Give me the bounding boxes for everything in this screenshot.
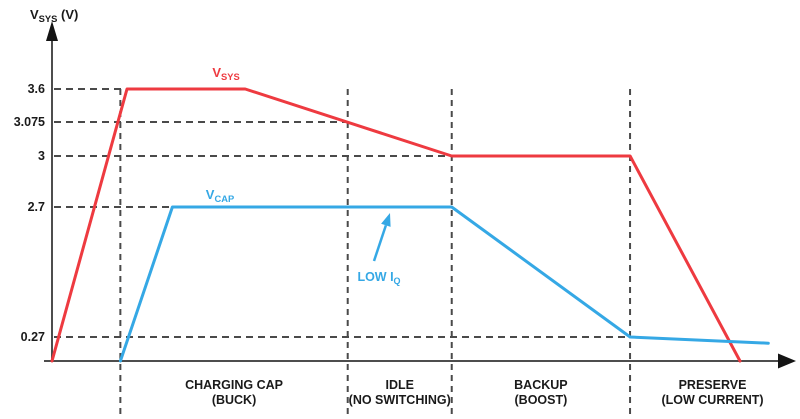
y-tick-label: 0.27	[21, 330, 45, 344]
vsys-curve-label: VSYS	[212, 65, 239, 82]
x-axis-arrow-icon	[778, 353, 796, 369]
y-tick-label: 3.075	[14, 115, 45, 129]
phase-label-preserve-sub: (LOW CURRENT)	[661, 393, 763, 407]
y-tick-label: 2.7	[28, 200, 45, 214]
low-iq-arrowhead-icon	[381, 213, 391, 227]
phase-label-charging-cap-sub: (BUCK)	[212, 393, 256, 407]
y-axis-arrow-icon	[46, 21, 58, 41]
y-tick-label: 3.6	[28, 82, 45, 96]
vsys-curve	[50, 87, 742, 363]
phase-label-preserve: PRESERVE	[679, 378, 747, 392]
phase-label-charging-cap: CHARGING CAP	[185, 378, 283, 392]
low-iq-annotation: LOW IQ	[357, 270, 400, 286]
vcap-curve-label: VCAP	[206, 187, 234, 204]
phase-label-idle-sub: (NO SWITCHING)	[349, 393, 451, 407]
phase-label-idle: IDLE	[385, 378, 413, 392]
phase-label-backup: BACKUP	[514, 378, 567, 392]
low-iq-arrow	[372, 224, 388, 262]
phase-label-backup-sub: (BOOST)	[515, 393, 568, 407]
y-axis-title: VSYS (V)	[30, 7, 78, 24]
vcap-curve	[118, 205, 770, 363]
y-tick-label: 3	[38, 149, 45, 163]
